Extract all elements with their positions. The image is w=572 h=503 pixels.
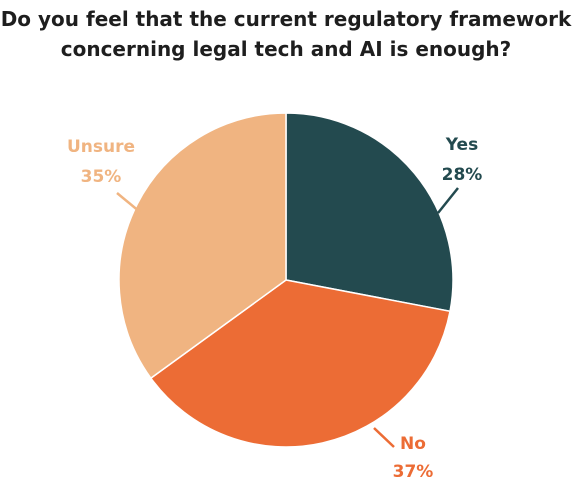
pie-slice-no bbox=[149, 279, 451, 448]
slice-label-no: No bbox=[400, 434, 426, 454]
leader-line-no bbox=[373, 427, 395, 448]
slice-value-yes: 28% bbox=[442, 165, 483, 185]
pie-slice-yes bbox=[285, 112, 454, 313]
slice-label-yes: Yes bbox=[445, 135, 478, 155]
slice-label-unsure: Unsure bbox=[67, 137, 135, 157]
chart-title: Do you feel that the current regulatory … bbox=[0, 4, 572, 64]
chart-title-line-2: concerning legal tech and AI is enough? bbox=[60, 37, 512, 61]
slice-value-no: 37% bbox=[393, 462, 434, 482]
pie-slice-unsure bbox=[118, 112, 287, 380]
chart-title-line-1: Do you feel that the current regulatory … bbox=[0, 7, 572, 31]
leader-line-unsure bbox=[116, 192, 141, 213]
leader-line-yes bbox=[437, 187, 459, 214]
slice-value-unsure: 35% bbox=[81, 167, 122, 187]
